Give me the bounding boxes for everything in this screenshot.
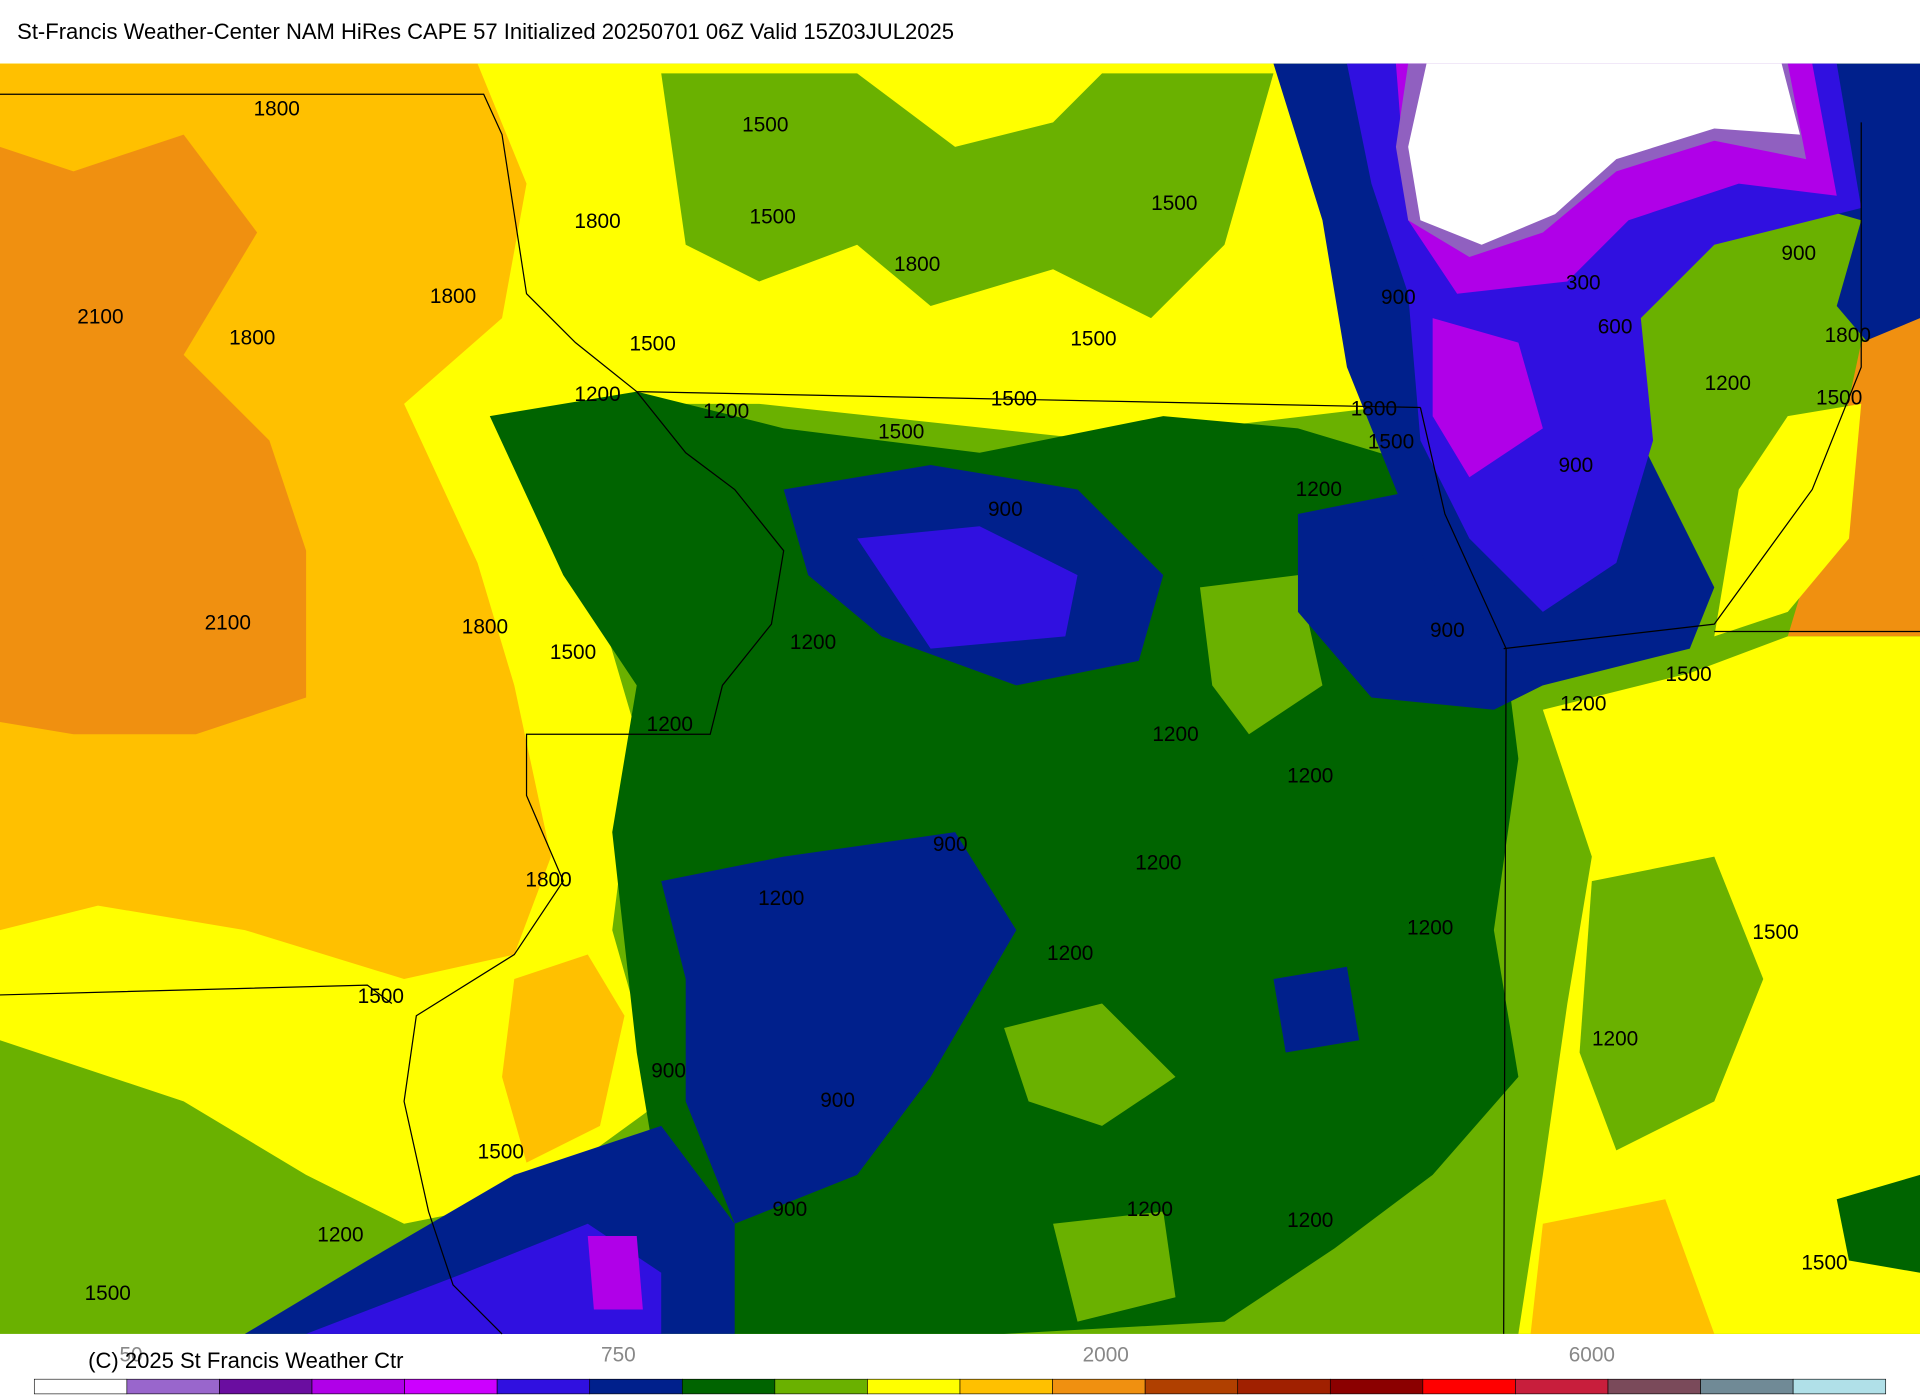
contour-label: 1200 — [1592, 1028, 1638, 1051]
contour-label: 1200 — [647, 713, 693, 736]
colorbar-swatch — [1792, 1378, 1887, 1395]
contour-label: 1500 — [991, 388, 1037, 411]
contour-label: 900 — [1559, 454, 1594, 477]
contour-label: 900 — [772, 1198, 807, 1221]
contour-label: 1200 — [1135, 851, 1181, 874]
colorbar-swatch — [33, 1378, 128, 1395]
contour-label: 2100 — [205, 612, 251, 635]
contour-label: 1800 — [254, 98, 300, 121]
colorbar-swatch — [311, 1378, 405, 1395]
contour-label: 900 — [933, 833, 968, 856]
contour-label: 1500 — [878, 421, 924, 444]
colorbar-label: 50 — [119, 1343, 142, 1366]
contour-label: 900 — [988, 498, 1023, 521]
contour-label: 1500 — [85, 1282, 131, 1305]
colorbar-swatch — [1422, 1378, 1516, 1395]
colorbar-swatch — [126, 1378, 220, 1395]
colorbar-swatch — [867, 1378, 961, 1395]
colorbar-label: 6000 — [1569, 1343, 1615, 1366]
contour-labels: 1800 1500 1500 1800 1800 1500 2100 1800 1800 1500… — [77, 98, 1871, 1306]
colorbar-swatch — [404, 1378, 498, 1395]
contour-label: 1500 — [630, 333, 676, 356]
contour-label: 1500 — [358, 985, 404, 1008]
contour-label: 1200 — [1296, 478, 1342, 501]
colorbar-swatch — [1607, 1378, 1701, 1395]
contour-label: 900 — [820, 1089, 855, 1112]
colorbar: 50 750 2000 6000 — [33, 1343, 1887, 1395]
contour-label: 1200 — [1047, 942, 1093, 965]
colorbar-swatch — [219, 1378, 313, 1395]
contour-label: 1500 — [1665, 663, 1711, 686]
contour-label: 1800 — [894, 253, 940, 276]
colorbar-swatch — [589, 1378, 683, 1395]
contour-label: 1200 — [1287, 1209, 1333, 1232]
contour-label: 1800 — [229, 326, 275, 349]
colorbar-swatch — [1329, 1378, 1424, 1395]
colorbar-swatch — [1515, 1378, 1609, 1395]
contour-label: 1500 — [1752, 921, 1798, 944]
contour-label: 1200 — [1407, 916, 1453, 939]
contour-label: 900 — [1781, 242, 1816, 265]
contour-label: 1200 — [790, 631, 836, 654]
contour-label: 1500 — [1816, 386, 1862, 409]
contour-label: 1200 — [1152, 723, 1198, 746]
contour-label: 1200 — [317, 1224, 363, 1247]
colorbar-swatch — [1237, 1378, 1331, 1395]
contour-label: 1500 — [1801, 1252, 1847, 1275]
contour-label: 900 — [1430, 619, 1465, 642]
contour-label: 1200 — [1705, 372, 1751, 395]
contour-label: 1500 — [478, 1140, 524, 1163]
colorbar-swatch — [1700, 1378, 1794, 1395]
contour-label: 1800 — [430, 285, 476, 308]
contour-label: 1800 — [1825, 324, 1871, 347]
contour-label: 1800 — [574, 210, 620, 233]
contour-label: 1500 — [1368, 431, 1414, 454]
contour-label: 1200 — [1560, 692, 1606, 715]
contour-label: 1200 — [703, 400, 749, 423]
colorbar-swatch — [774, 1378, 868, 1395]
contour-label: 2100 — [77, 306, 123, 329]
contour-label: 1200 — [1287, 765, 1333, 788]
contour-label: 1500 — [550, 641, 596, 664]
contour-label: 900 — [1381, 286, 1416, 309]
state-borders — [0, 93, 1920, 1335]
colorbar-swatch — [1052, 1378, 1146, 1395]
contour-label: 900 — [651, 1060, 686, 1083]
colorbar-label: 2000 — [1083, 1343, 1129, 1366]
contour-label: 1800 — [525, 869, 571, 892]
contour-label: 600 — [1598, 315, 1633, 338]
contour-label: 300 — [1566, 271, 1601, 294]
contour-label: 1500 — [1070, 328, 1116, 351]
colorbar-swatch — [959, 1378, 1053, 1395]
colorbar-swatch — [681, 1378, 776, 1395]
contour-label: 1200 — [1127, 1198, 1173, 1221]
contour-label: 1500 — [750, 205, 796, 228]
contour-label: 1200 — [574, 383, 620, 406]
contour-label: 1200 — [758, 887, 804, 910]
contour-label: 1800 — [1351, 397, 1397, 420]
title: St-Francis Weather-Center NAM HiRes CAPE… — [17, 19, 954, 44]
contour-label: 1500 — [1151, 192, 1197, 215]
colorbar-label: 750 — [601, 1343, 636, 1366]
colorbar-swatch — [1144, 1378, 1239, 1395]
contour-label: 1800 — [462, 615, 508, 638]
contour-label: 1500 — [742, 114, 788, 137]
copyright: (C) 2025 St Francis Weather Ctr — [88, 1348, 403, 1373]
colorbar-swatch — [496, 1378, 591, 1395]
cape-field — [0, 63, 1920, 1334]
